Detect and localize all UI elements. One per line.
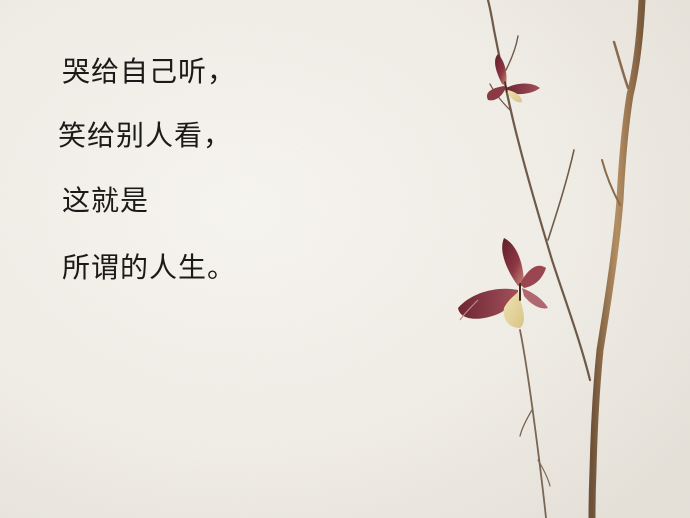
- main-branch: [588, 0, 646, 518]
- butterfly-small: [486, 54, 540, 103]
- lower-twig: [519, 329, 551, 518]
- butterfly-large: [458, 238, 548, 328]
- poem-line-2: 笑给别人看，: [58, 119, 233, 152]
- poem-line-4: 所谓的人生。: [62, 251, 237, 284]
- poem-text-block: 哭给自己听， 笑给别人看， 这就是 所谓的人生。: [56, 0, 376, 518]
- poem-line-3: 这就是: [62, 184, 150, 217]
- poem-line-1: 哭给自己听，: [62, 55, 237, 88]
